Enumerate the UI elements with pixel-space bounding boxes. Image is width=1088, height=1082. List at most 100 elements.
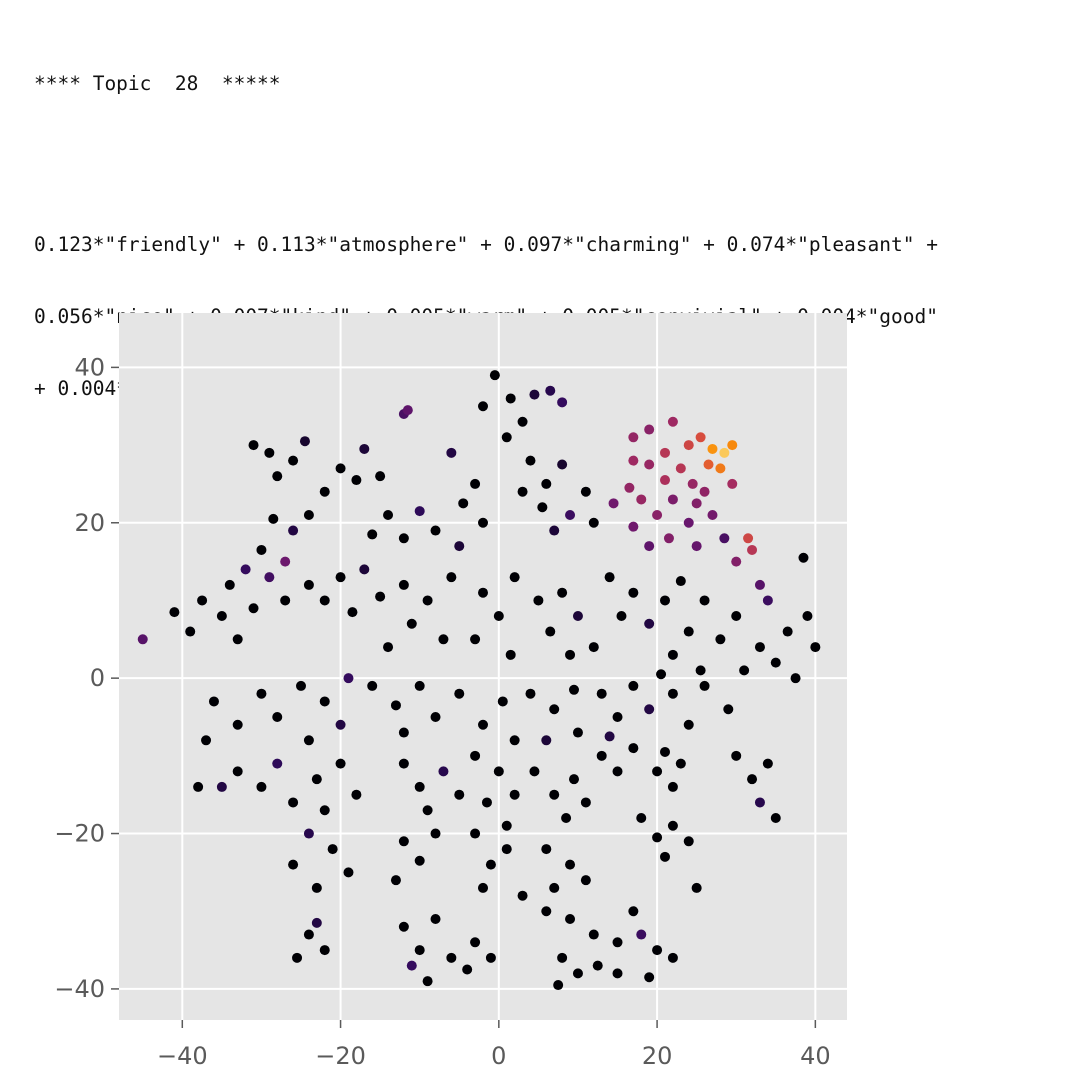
data-point: [264, 572, 275, 583]
data-point: [398, 836, 409, 847]
data-point: [343, 867, 354, 878]
data-point: [719, 533, 730, 544]
data-point: [240, 564, 251, 575]
data-point: [557, 459, 568, 470]
data-point: [422, 595, 433, 606]
x-tick-label: 20: [642, 1042, 673, 1070]
data-point: [588, 517, 599, 528]
data-point: [727, 478, 738, 489]
data-point: [137, 634, 148, 645]
data-point: [569, 684, 579, 695]
data-point: [470, 634, 481, 645]
data-point: [375, 471, 386, 482]
data-point: [438, 766, 449, 777]
data-point: [288, 525, 299, 536]
data-point: [232, 719, 243, 730]
data-point: [545, 385, 556, 396]
data-point: [272, 712, 283, 722]
data-point: [319, 805, 330, 816]
data-point: [687, 478, 698, 489]
topic-header: **** Topic 28 *****: [34, 72, 281, 95]
data-point: [264, 447, 275, 458]
data-point: [660, 595, 670, 606]
data-point: [485, 952, 496, 963]
data-point: [529, 766, 540, 777]
data-point: [216, 611, 227, 621]
data-point: [288, 859, 299, 870]
data-point: [739, 665, 750, 676]
x-tick-label: −40: [157, 1042, 208, 1070]
data-point: [478, 719, 488, 730]
data-point: [798, 552, 809, 563]
data-point: [667, 416, 678, 427]
data-point: [398, 533, 409, 544]
data-point: [272, 758, 283, 769]
data-point: [754, 797, 765, 808]
data-point: [478, 882, 488, 893]
data-point: [565, 649, 576, 660]
data-point: [335, 463, 346, 474]
data-point: [604, 731, 615, 742]
data-point: [644, 618, 655, 629]
data-point: [628, 432, 639, 443]
data-point: [232, 766, 243, 777]
data-point: [770, 813, 781, 823]
data-point: [569, 774, 579, 785]
data-point: [485, 859, 496, 870]
data-point: [478, 517, 488, 528]
data-point: [327, 844, 338, 855]
data-point: [232, 634, 243, 645]
data-point: [390, 875, 401, 886]
data-point: [497, 696, 508, 707]
data-point: [592, 960, 603, 971]
data-point: [185, 626, 196, 637]
data-point: [430, 525, 441, 536]
data-point: [580, 797, 591, 808]
data-point: [303, 828, 314, 839]
data-point: [517, 416, 528, 427]
data-point: [660, 746, 670, 757]
data-point: [454, 789, 465, 800]
data-point: [612, 766, 623, 777]
data-point: [644, 424, 655, 435]
data-point: [292, 952, 303, 963]
data-point: [383, 510, 394, 520]
data-point: [549, 704, 560, 715]
data-points: [137, 370, 821, 991]
data-point: [398, 579, 409, 590]
data-point: [319, 486, 330, 497]
x-axis: −40 −20 0 20 40: [157, 1020, 831, 1070]
data-point: [754, 579, 765, 590]
data-point: [311, 882, 322, 893]
data-point: [311, 774, 322, 785]
data-point: [288, 797, 299, 808]
data-point: [572, 727, 583, 738]
data-point: [699, 486, 710, 497]
data-point: [782, 626, 793, 637]
data-point: [557, 952, 568, 963]
data-point: [565, 859, 576, 870]
data-point: [667, 820, 678, 831]
data-point: [501, 432, 512, 443]
data-point: [505, 393, 516, 404]
data-point: [580, 875, 591, 886]
y-axis: 40 20 0 −20 −40: [54, 353, 119, 1003]
data-point: [616, 611, 627, 621]
data-point: [683, 440, 694, 451]
data-point: [406, 960, 417, 971]
data-point: [549, 525, 560, 536]
data-point: [383, 642, 394, 653]
data-point: [478, 401, 488, 412]
data-point: [652, 945, 663, 956]
data-point: [762, 595, 773, 606]
data-point: [446, 952, 457, 963]
data-point: [430, 914, 441, 924]
data-point: [549, 789, 560, 800]
data-point: [390, 700, 401, 711]
plot-area: [119, 313, 847, 1020]
data-point: [414, 781, 425, 792]
data-point: [624, 482, 635, 493]
data-point: [359, 443, 370, 454]
data-point: [715, 634, 726, 645]
data-point: [303, 510, 314, 520]
